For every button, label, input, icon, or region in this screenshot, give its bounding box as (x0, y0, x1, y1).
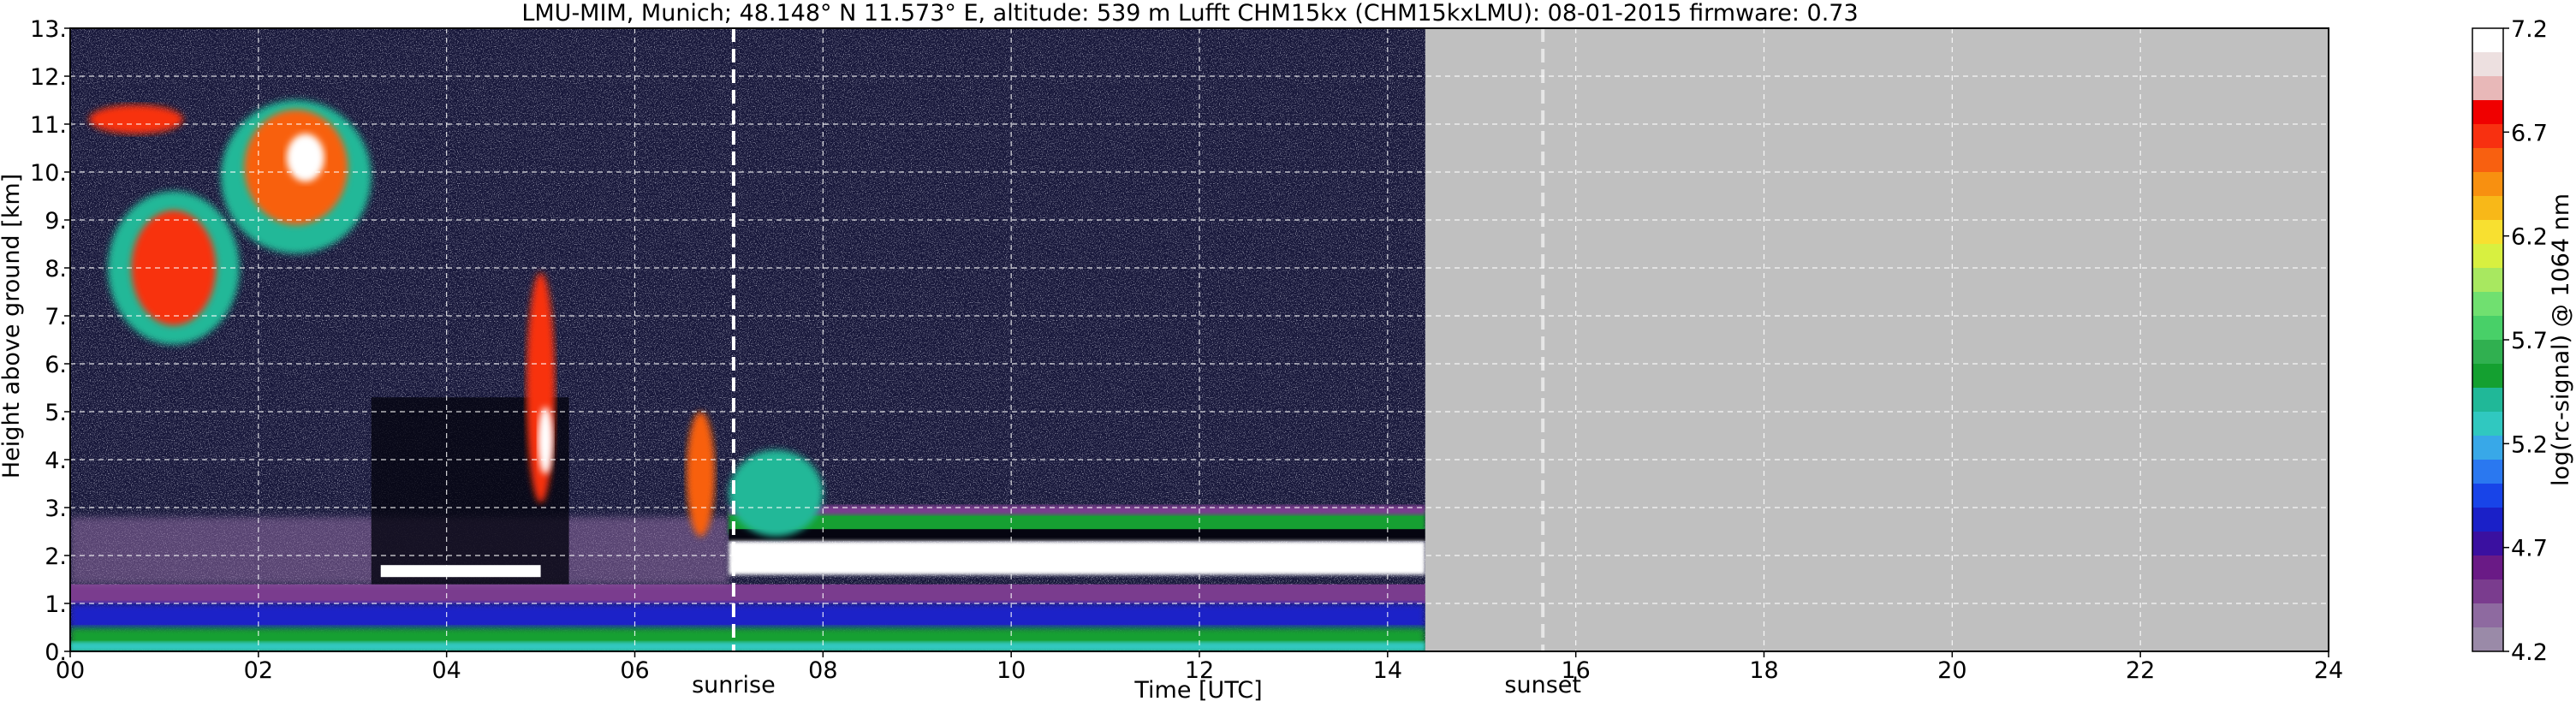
colorbar-tick-label-1: 4.7 (2511, 536, 2548, 562)
cirrus-3-core (286, 134, 324, 182)
x-axis-label: Time [UTC] (1133, 677, 1262, 704)
layer-blue (70, 603, 1425, 630)
y-tick-label-11: 11. (30, 112, 67, 139)
layer-white-streak (380, 565, 541, 578)
layer-cyan (70, 641, 1425, 651)
x-tick-label-6: 12 (1185, 657, 1214, 684)
pbl-purple-top (729, 505, 1425, 515)
y-tick-label-6: 6. (45, 352, 67, 378)
cirrus-2 (88, 104, 183, 134)
chart-title: LMU-MIM, Munich; 48.148° N 11.573° E, al… (521, 0, 1858, 27)
y-tick-label-0: 0. (45, 639, 67, 666)
y-tick-label-1: 1. (45, 591, 67, 618)
sun-event-labels: sunrise sunset (692, 672, 1581, 698)
colorbar-label: log(rc-signal) @ 1064 nm (2548, 193, 2574, 486)
x-tick-label-10: 20 (1937, 657, 1966, 684)
x-tick-label-2: 04 (431, 657, 461, 684)
colorbar-tick-label-6: 7.2 (2511, 16, 2548, 43)
y-tick-label-10: 10. (30, 160, 67, 187)
y-tick-label-3: 3. (45, 496, 67, 522)
annotation-label-0: sunrise (692, 672, 776, 698)
cirrus-1-inner (131, 210, 217, 326)
x-axis-ticks: 00 02 04 06 08 10 12 14 16 18 20 22 24 (56, 651, 2343, 684)
x-tick-label-3: 06 (620, 657, 649, 684)
fall-streak-2 (686, 412, 715, 537)
x-tick-label-8: 16 (1561, 657, 1590, 684)
y-tick-label-7: 7. (45, 304, 67, 330)
sun-event-lines (731, 28, 1545, 651)
grid (70, 28, 2329, 651)
colorbar-tick-label-5: 6.7 (2511, 120, 2548, 146)
colorbar-ticks: 4.2 4.7 5.2 5.7 6.2 6.7 7.2 (2503, 16, 2548, 666)
x-tick-label-1: 02 (244, 657, 273, 684)
y-tick-label-4: 4. (45, 448, 67, 474)
fall-streak-core (538, 407, 553, 474)
y-tick-label-2: 2. (45, 544, 67, 570)
colorbar-tick-label-4: 6.2 (2511, 224, 2548, 251)
y-tick-label-13: 13. (30, 16, 67, 43)
fall-streak-1 (527, 272, 556, 503)
morning-plume (729, 449, 824, 537)
layer-purple (70, 584, 1425, 603)
x-tick-label-9: 18 (1749, 657, 1778, 684)
x-tick-label-0: 00 (56, 657, 85, 684)
y-tick-label-8: 8. (45, 256, 67, 282)
no-data-region (1425, 28, 2329, 651)
y-tick-label-12: 12. (30, 64, 67, 91)
colorbar-scale (2472, 27, 2504, 652)
pbl-white (729, 541, 1425, 575)
colorbar-tick-label-3: 5.7 (2511, 328, 2548, 354)
plot-area (70, 28, 2329, 651)
x-tick-label-7: 14 (1373, 657, 1402, 684)
x-tick-label-11: 22 (2126, 657, 2155, 684)
x-tick-label-4: 08 (808, 657, 837, 684)
colorbar-tick-label-2: 5.2 (2511, 431, 2548, 458)
colorbar-tick-label-0: 4.2 (2511, 639, 2548, 666)
y-tick-label-5: 5. (45, 400, 67, 426)
x-tick-label-5: 10 (996, 657, 1026, 684)
annotation-label-1: sunset (1504, 672, 1581, 698)
pbl-dark (729, 529, 1425, 542)
y-tick-label-9: 9. (45, 208, 67, 235)
y-axis-ticks: 0. 1. 2. 3. 4. 5. 6. 7. 8. 9. 10. 11. 12. 13. (30, 16, 70, 666)
x-tick-label-12: 24 (2314, 657, 2343, 684)
y-axis-label: Height above ground [km] (0, 174, 25, 478)
colorbar: 4.2 4.7 5.2 5.7 6.2 6.7 7.2 log(rc-signal) @ 1… (2472, 16, 2574, 666)
